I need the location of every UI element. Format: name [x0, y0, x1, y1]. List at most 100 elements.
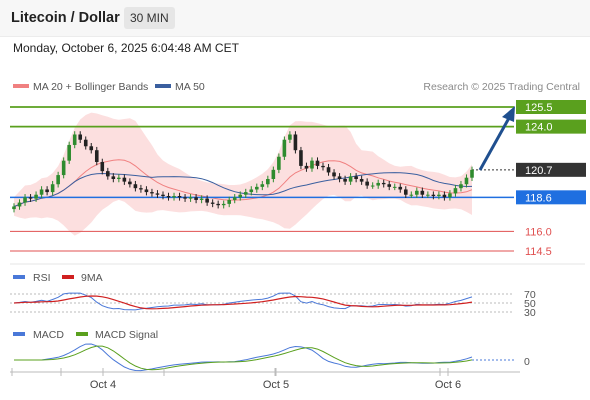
- candle-body: [166, 196, 171, 198]
- level-box-118.6: [516, 190, 586, 205]
- candle-body: [12, 206, 16, 210]
- candle-body: [271, 169, 276, 179]
- candle-body: [260, 184, 265, 187]
- chart-title: Litecoin / Dollar: [11, 10, 120, 26]
- candle-body: [72, 134, 77, 145]
- rsi-ma-legend-label: 9MA: [81, 272, 103, 284]
- level-label-120.7: 120.7: [525, 165, 553, 177]
- candle-body: [106, 171, 110, 177]
- candle-body: [453, 188, 458, 194]
- candle-body: [216, 203, 220, 206]
- candle-body: [470, 169, 474, 178]
- ma20-legend-swatch: [13, 84, 29, 88]
- candle-body: [359, 179, 364, 182]
- candle-body: [321, 165, 325, 168]
- candle-body: [315, 160, 320, 166]
- macd-signal-legend-swatch: [76, 332, 88, 336]
- candle-body: [28, 197, 33, 199]
- candle-body: [50, 184, 55, 193]
- candle-body: [459, 184, 463, 189]
- candle-body: [17, 202, 22, 207]
- credit-label: Research © 2025 Trading Central: [423, 81, 580, 93]
- candle-body: [23, 197, 27, 203]
- candle-body: [61, 160, 66, 176]
- candle-body: [67, 144, 71, 161]
- candle-body: [34, 194, 38, 199]
- candle-body: [293, 134, 298, 151]
- candle-body: [161, 194, 165, 197]
- candle-body: [370, 185, 375, 187]
- candle-body: [403, 189, 408, 195]
- macd-signal-line: [14, 345, 473, 371]
- candle-body: [442, 194, 447, 198]
- candle-body: [254, 186, 259, 190]
- level-label-125.5: 125.5: [525, 102, 553, 114]
- candle-body: [243, 192, 248, 195]
- candle-body: [56, 175, 60, 185]
- candle-body: [94, 150, 99, 162]
- rsi-tick-label: 50: [524, 298, 536, 310]
- level-label-114.5: 114.5: [525, 246, 552, 258]
- candle-body: [238, 194, 243, 198]
- candle-body: [426, 194, 430, 196]
- candle-body: [310, 160, 314, 169]
- candle-body: [139, 188, 143, 190]
- candle-body: [155, 193, 160, 195]
- candle-body: [266, 179, 270, 185]
- candle-body: [326, 167, 331, 173]
- candle-body: [150, 192, 154, 194]
- candle-body: [78, 134, 83, 140]
- ma50-legend-label: MA 50: [175, 81, 205, 93]
- candle-body: [194, 197, 198, 200]
- candle-body: [354, 176, 358, 179]
- bollinger-band: [14, 112, 472, 236]
- candle-body: [277, 156, 281, 170]
- price-panel: 125.5 124.0 120.7 118.6 116.0 114.5: [10, 100, 586, 258]
- candle-body: [304, 165, 309, 169]
- candle-body: [448, 193, 452, 198]
- candle-body: [420, 190, 425, 195]
- macd-line: [14, 343, 473, 372]
- ma50-legend-swatch: [155, 84, 171, 88]
- ma20-legend-label: MA 20 + Bollinger Bands: [33, 81, 148, 93]
- candle-body: [144, 189, 149, 193]
- candle-body: [415, 190, 419, 195]
- candle-body: [288, 134, 292, 140]
- candle-body: [128, 181, 132, 185]
- x-tick-label: Oct 5: [263, 379, 289, 391]
- macd-tick-label: 0: [524, 356, 530, 368]
- candle-body: [111, 176, 116, 179]
- macd-signal-legend-label: MACD Signal: [95, 329, 158, 341]
- macd-legend-label: MACD: [33, 329, 64, 341]
- candle-body: [348, 176, 353, 182]
- trend-arrow: [478, 106, 515, 171]
- rsi-ma-legend-swatch: [62, 275, 74, 279]
- candle-body: [45, 189, 49, 193]
- candle-body: [249, 189, 254, 193]
- candle-body: [232, 197, 237, 200]
- candle-body: [387, 184, 392, 187]
- ma20-line: [13, 159, 473, 207]
- candle-body: [398, 186, 403, 190]
- rsi-ma-line: [13, 295, 473, 310]
- macd-panel: 0: [14, 343, 530, 372]
- candle-body: [221, 203, 226, 206]
- candle-body: [210, 202, 215, 204]
- candle-body: [177, 196, 182, 198]
- rsi-tick-label: 70: [524, 289, 536, 301]
- rsi-tick-label: 30: [524, 307, 536, 319]
- rsi-line: [13, 292, 473, 311]
- timeframe-button[interactable]: 30 MIN: [124, 7, 175, 29]
- candle-body: [122, 177, 127, 182]
- level-box-124.0: [516, 119, 586, 134]
- candle-body: [133, 184, 138, 189]
- ma50-line: [13, 172, 473, 207]
- candle-body: [282, 139, 287, 157]
- timestamp: Monday, October 6, 2025 6:04:48 AM CET: [13, 41, 239, 55]
- x-tick-label: Oct 4: [90, 379, 116, 391]
- candle-body: [365, 181, 369, 186]
- macd-legend-swatch: [13, 332, 25, 336]
- candle-body: [227, 199, 232, 204]
- candle-body: [337, 176, 342, 179]
